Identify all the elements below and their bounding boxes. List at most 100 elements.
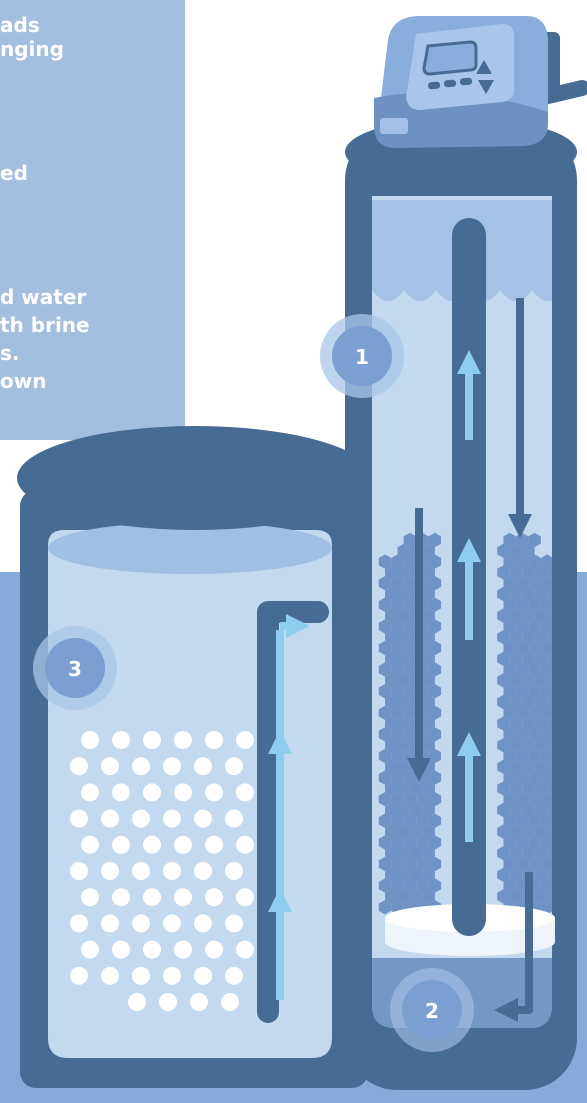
resin-bead	[528, 748, 541, 764]
salt-pellet	[194, 809, 212, 828]
resin-bead	[540, 835, 552, 850]
resin-bead	[515, 727, 529, 742]
salt-pellet	[70, 757, 88, 776]
resin-bead	[528, 684, 541, 699]
description-line: nging	[0, 37, 64, 61]
resin-bead	[391, 748, 404, 764]
resin-bead	[522, 738, 535, 753]
resin-bead	[540, 878, 552, 893]
resin-bead	[397, 608, 410, 623]
resin-bead	[509, 716, 523, 731]
resin-bead	[403, 835, 417, 850]
resin-bead	[378, 662, 392, 677]
resin-bead	[391, 813, 404, 828]
resin-bead	[378, 554, 392, 569]
salt-pellet	[174, 940, 192, 959]
resin-bead	[540, 619, 552, 634]
resin-bead	[503, 597, 516, 612]
resin-bead	[391, 597, 404, 612]
salt-pellet	[221, 993, 239, 1011]
salt-pellet	[112, 888, 130, 907]
resin-bead	[547, 781, 552, 796]
lcd-display	[422, 40, 478, 76]
resin-bead	[534, 759, 548, 774]
salt-pellet	[236, 731, 254, 749]
salt-pellet	[132, 966, 150, 985]
resin-bead	[503, 576, 516, 591]
resin-bead	[515, 684, 529, 699]
resin-bead	[497, 846, 510, 861]
resin-bead	[428, 878, 442, 893]
resin-bead	[547, 867, 552, 882]
resin-bead	[509, 694, 523, 710]
resin-bead	[422, 802, 435, 818]
resin-bead	[503, 640, 516, 656]
salt-pellet	[112, 731, 130, 749]
salt-pellet	[101, 809, 119, 828]
brine-tank-lid	[17, 426, 373, 530]
resin-bead	[540, 813, 552, 828]
resin-bead	[428, 813, 442, 828]
resin-bead	[422, 651, 435, 666]
resin-bead	[547, 759, 552, 774]
resin-bead	[515, 813, 529, 828]
salt-pellet	[194, 966, 212, 985]
resin-bead	[403, 554, 417, 569]
salt-pellet	[132, 914, 150, 933]
description-panel: ads nging ed d water th brine s. own	[0, 0, 185, 440]
resin-bead	[534, 565, 548, 580]
description-line: ed	[0, 161, 28, 185]
resin-bead	[391, 619, 404, 634]
resin-bead	[509, 651, 523, 666]
resin-bead	[534, 781, 548, 796]
resin-bead	[397, 759, 410, 774]
salt-pellets	[70, 731, 254, 1011]
salt-pellet	[132, 862, 150, 880]
resin-bead	[515, 662, 529, 677]
resin-bead	[397, 565, 410, 580]
resin-bead	[422, 586, 435, 602]
salt-pellet	[163, 966, 181, 985]
resin-bead	[403, 640, 417, 656]
salt-pellet	[190, 993, 208, 1011]
resin-bead	[522, 802, 535, 818]
brine-draw-tube	[257, 601, 329, 1023]
resin-bead	[428, 532, 442, 548]
badge-3	[45, 638, 105, 698]
resin-bead	[378, 878, 392, 893]
resin-bead	[497, 738, 510, 753]
resin-bead	[540, 900, 552, 915]
salt-pellet	[70, 966, 88, 985]
resin-bead	[378, 597, 392, 612]
resin-bead	[397, 781, 410, 796]
resin-bead	[509, 867, 523, 882]
control-button	[460, 77, 473, 86]
resin-bead	[534, 608, 548, 623]
resin-bead	[497, 651, 510, 666]
description-line: own	[0, 369, 47, 393]
salt-pellet	[205, 783, 223, 802]
resin-bead	[385, 651, 398, 666]
resin-bead	[547, 565, 552, 580]
resin-bead	[416, 856, 429, 872]
resin-bead	[385, 759, 398, 774]
badge-2-label: 2	[425, 999, 439, 1023]
resin-bead	[378, 576, 392, 591]
resin-bead	[534, 824, 548, 839]
resin-bead	[547, 630, 552, 645]
resin-bead	[503, 684, 516, 699]
resin-bead	[515, 748, 529, 764]
resin-bead	[547, 586, 552, 602]
resin-bead	[547, 846, 552, 861]
resin-bead	[497, 889, 510, 904]
resin-bead	[534, 867, 548, 882]
resin-bead	[397, 586, 410, 602]
resin-bead	[403, 684, 417, 699]
resin-bead	[378, 705, 392, 720]
resin-bead	[422, 608, 435, 623]
resin-bead	[528, 576, 541, 591]
resin-bead	[534, 889, 548, 904]
resin-bead	[391, 792, 404, 807]
resin-bead	[403, 662, 417, 677]
